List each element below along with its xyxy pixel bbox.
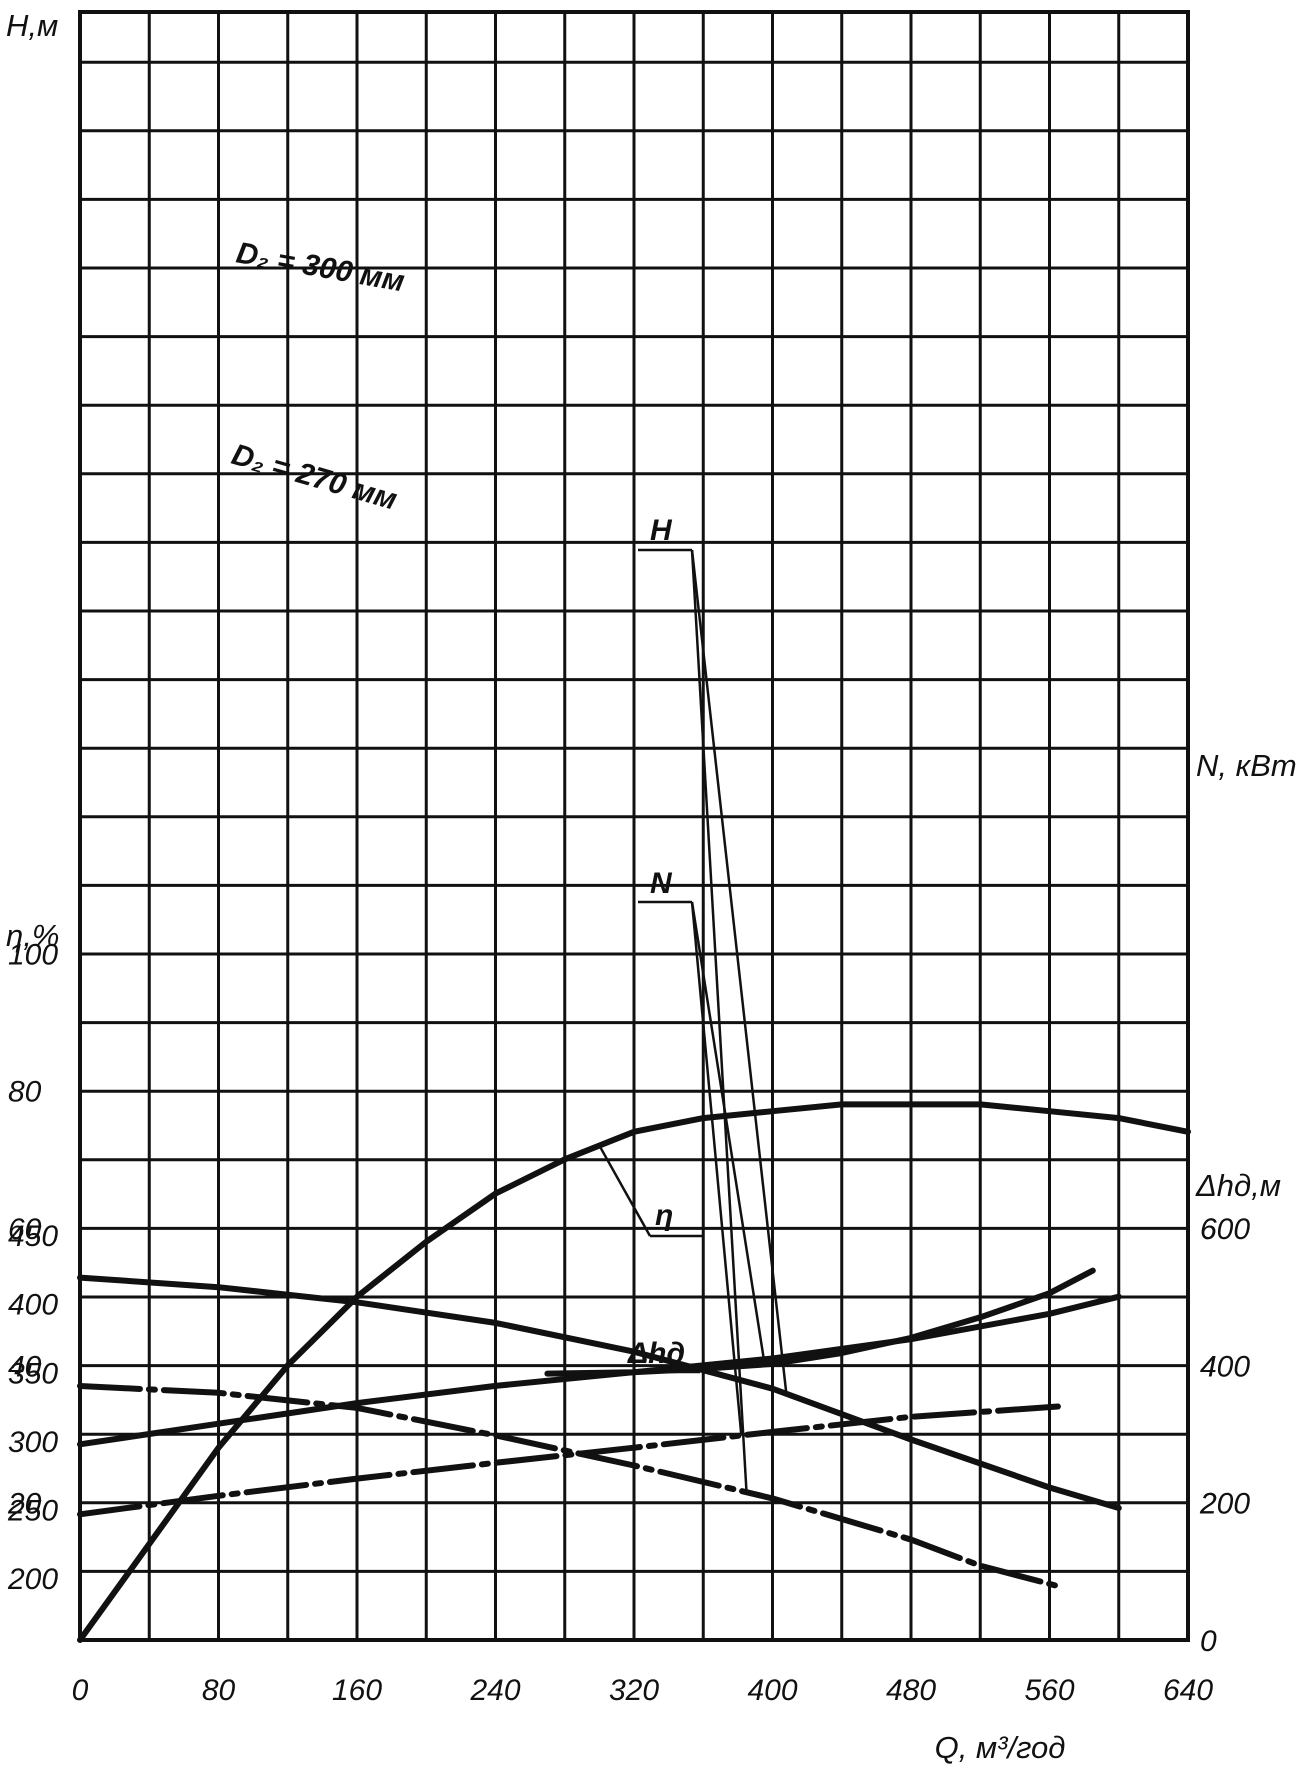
x-tick-label: 480 [886, 1674, 936, 1707]
h-tick-label: 300 [8, 1426, 58, 1459]
x-tick-label: 400 [747, 1674, 797, 1707]
dh-tick-label: 0 [1200, 1625, 1217, 1658]
dh-tick-label: 6 [1200, 1213, 1217, 1246]
label-leaders [598, 548, 788, 1493]
series-H300 [77, 1274, 1122, 1511]
plot-frame [78, 10, 1190, 1642]
curves [77, 1101, 1191, 1643]
h-axis-title: H,м [6, 8, 58, 43]
eta-tick-label: 20 [7, 1488, 42, 1521]
eta-tick-label: 100 [8, 938, 58, 971]
x-tick-label: 320 [609, 1674, 659, 1707]
leader-n-300 [690, 901, 766, 1360]
h-tick-label: 200 [7, 1563, 58, 1596]
eta-tick-label: 60 [8, 1213, 42, 1246]
x-tick-label: 240 [469, 1674, 520, 1707]
n-tick-label: 600 [1200, 1213, 1250, 1246]
label-dh: Δhд [627, 1337, 685, 1370]
eta-axis-title: η,% [6, 918, 59, 953]
leader-n-270 [690, 901, 743, 1436]
grid [80, 12, 1188, 1640]
x-axis-title: Q, м³/год [935, 1730, 1066, 1765]
series-H270 [77, 1383, 1062, 1590]
x-tick-label: 0 [72, 1674, 89, 1707]
label-eta: η [655, 1199, 673, 1232]
dh-axis-title: Δhд,м [1195, 1168, 1281, 1203]
tick-labels: 0 80 160 240 320 400 480 560 6402002503003504004… [7, 938, 1250, 1707]
h-tick-label: 350 [8, 1357, 58, 1390]
leader-h-300 [690, 549, 788, 1394]
leader-eta [598, 1144, 652, 1237]
label-h300: D₂ = 300 мм [234, 236, 407, 298]
x-tick-label: 80 [202, 1674, 236, 1707]
series-eta [77, 1101, 1191, 1643]
dh-tick-label: 2 [1199, 1488, 1217, 1521]
n-axis-title: N, кВт [1196, 748, 1297, 783]
n-tick-label: 200 [1199, 1488, 1250, 1521]
series-N270 [77, 1403, 1062, 1518]
label-n: N [650, 867, 673, 900]
eta-tick-label: 80 [8, 1076, 42, 1109]
label-h270: D₂ = 270 мм [228, 438, 401, 517]
label-h: H [650, 514, 673, 547]
h-tick-label: 400 [8, 1289, 58, 1322]
leader-h-270 [690, 549, 748, 1493]
dh-tick-label: 4 [1200, 1350, 1217, 1383]
eta-tick-label: 40 [8, 1350, 42, 1383]
x-tick-label: 160 [332, 1674, 382, 1707]
n-tick-label: 400 [1200, 1350, 1250, 1383]
x-tick-label: 560 [1024, 1674, 1074, 1707]
x-tick-label: 640 [1163, 1674, 1213, 1707]
leader-dh [689, 1368, 701, 1374]
h-tick-label: 450 [8, 1220, 58, 1253]
h-tick-label: 250 [7, 1494, 58, 1527]
axis-titles: H,м η,% N, кВт Δhд,м Q, м³/год [6, 8, 1297, 1765]
